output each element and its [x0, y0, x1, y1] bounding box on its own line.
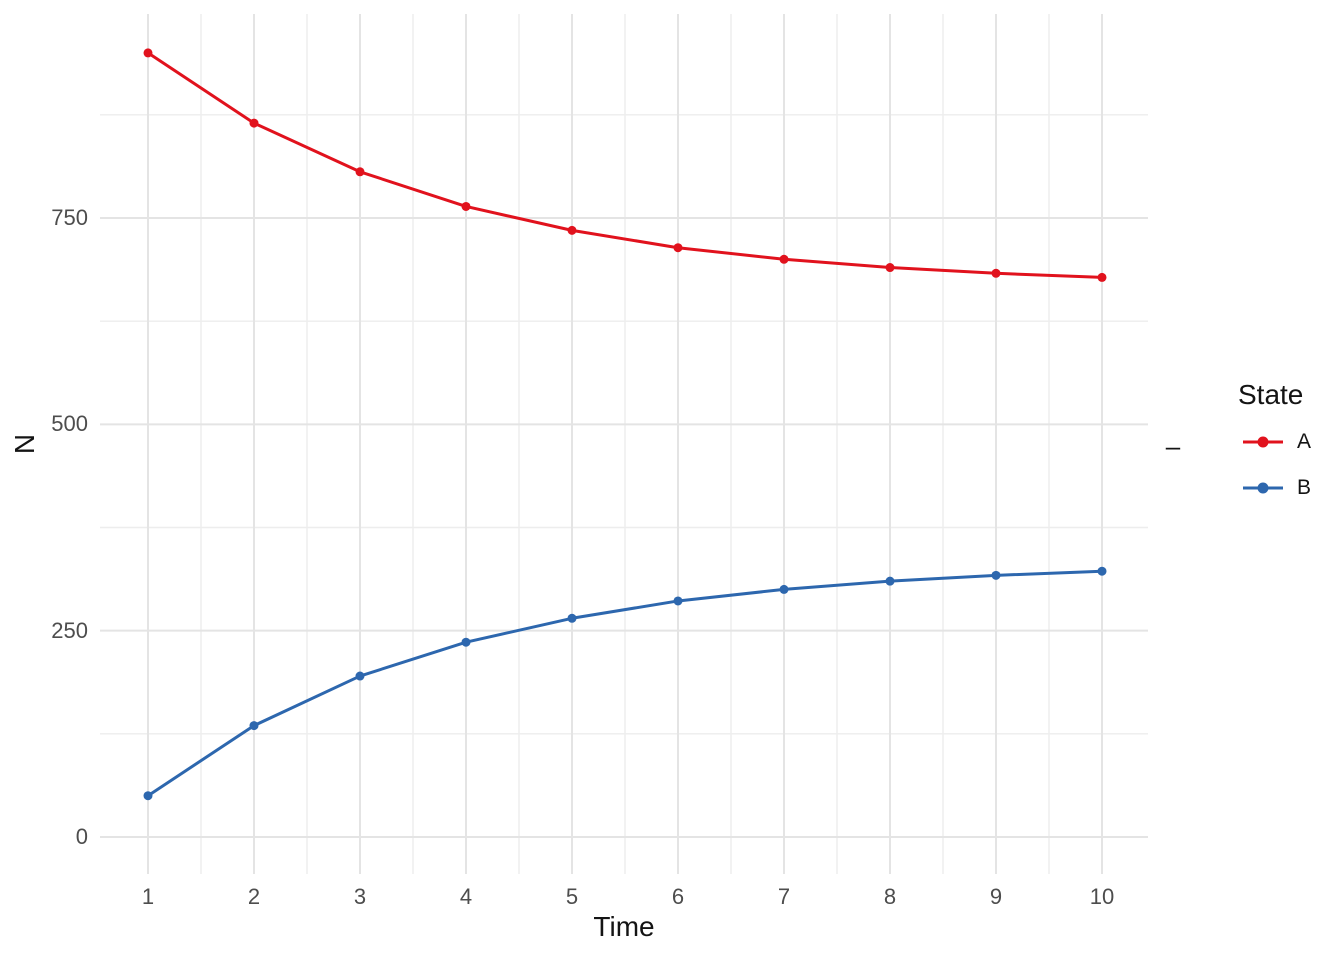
- data-point-b: [673, 596, 683, 606]
- data-point-b: [779, 584, 789, 594]
- data-point-b: [249, 721, 259, 731]
- data-point-a: [1097, 272, 1107, 282]
- data-point-a: [249, 118, 259, 128]
- data-point-b: [567, 613, 577, 623]
- x-tick-label: 4: [459, 884, 473, 909]
- legend-key-a-icon: [1243, 436, 1283, 448]
- x-tick-label: 7: [777, 884, 791, 909]
- data-point-a: [143, 48, 153, 58]
- data-point-b: [1097, 566, 1107, 576]
- data-point-b: [991, 570, 1001, 580]
- data-point-b: [885, 576, 895, 586]
- legend-label-a: A: [1297, 430, 1312, 453]
- y-tick-label: 250: [51, 617, 88, 643]
- legend-title: State: [1238, 379, 1304, 410]
- data-point-b: [143, 791, 153, 801]
- legend-entry-b: B: [1243, 473, 1311, 503]
- y-tick-label: 750: [51, 205, 88, 230]
- legend-key-b-icon: [1243, 482, 1283, 494]
- series-line-b: [146, 569, 1104, 798]
- x-tick-label: 10: [1089, 884, 1115, 909]
- x-tick-label: 5: [565, 884, 579, 909]
- x-tick-label: 1: [141, 884, 155, 909]
- y-axis-title: N: [9, 433, 40, 455]
- x-axis-title: Time: [593, 911, 655, 942]
- data-point-a: [991, 268, 1001, 278]
- series-line-a: [146, 51, 1104, 279]
- y-tick-label: 0: [75, 824, 88, 849]
- data-point-a: [779, 254, 789, 264]
- y-tick-label: 500: [51, 411, 88, 437]
- x-tick-label: 8: [883, 884, 897, 909]
- x-tick-label: 3: [353, 884, 367, 909]
- legend-label-b: B: [1297, 476, 1312, 499]
- data-point-a: [885, 263, 895, 273]
- x-tick-label: 2: [247, 884, 261, 909]
- legend-entry-a: A: [1243, 427, 1311, 457]
- data-point-a: [567, 225, 577, 235]
- data-point-b: [355, 671, 365, 681]
- data-point-a: [461, 201, 471, 211]
- x-tick-label: 9: [989, 884, 1003, 909]
- data-point-a: [673, 243, 683, 253]
- data-point-a: [355, 167, 365, 177]
- right-axis-dash-annotation: –: [1165, 431, 1181, 461]
- data-point-b: [461, 637, 471, 647]
- x-tick-label: 6: [671, 884, 685, 909]
